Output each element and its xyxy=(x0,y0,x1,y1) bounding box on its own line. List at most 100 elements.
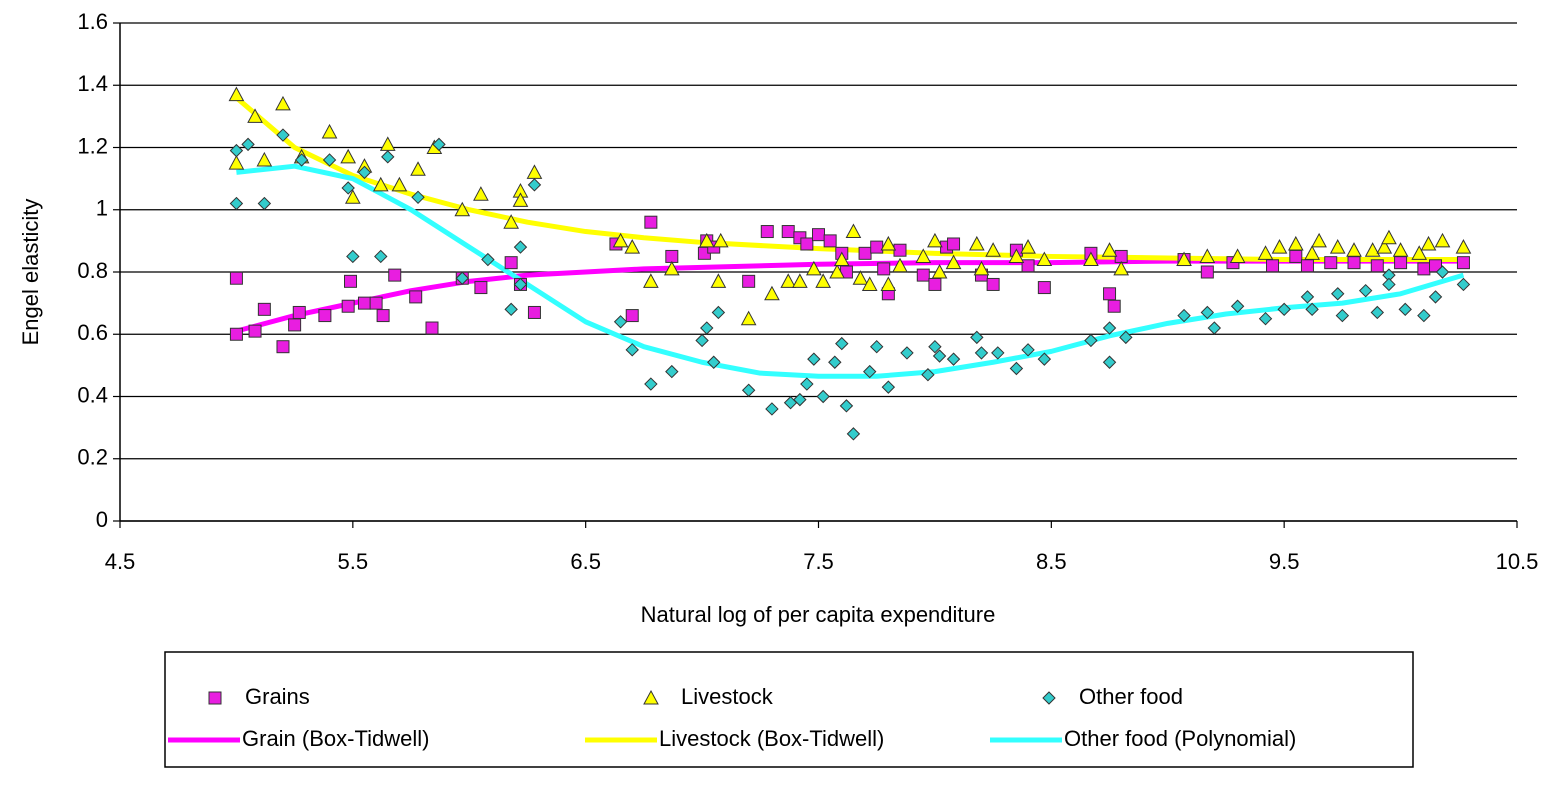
marker-triangle xyxy=(880,276,897,291)
marker-diamond xyxy=(1207,321,1222,335)
marker-square xyxy=(1429,259,1443,273)
marker-diamond xyxy=(1177,308,1191,323)
marker-diamond xyxy=(1331,287,1345,301)
marker-triangle xyxy=(275,95,291,111)
x-tick-label: 5.5 xyxy=(338,549,369,574)
marker-triangle xyxy=(880,235,897,251)
marker-diamond xyxy=(1398,302,1412,317)
marker-diamond xyxy=(644,377,658,391)
marker-triangle xyxy=(1287,235,1304,251)
x-tick-label: 4.5 xyxy=(105,549,136,574)
marker-diamond xyxy=(816,389,830,404)
marker-triangle xyxy=(806,260,822,276)
marker-triangle xyxy=(973,260,990,276)
marker-square xyxy=(292,305,306,319)
marker-square xyxy=(357,296,371,310)
marker-diamond xyxy=(1230,299,1245,313)
marker-diamond xyxy=(881,380,896,394)
marker-triangle xyxy=(1199,248,1216,263)
marker-diamond xyxy=(932,349,947,363)
marker-triangle xyxy=(1346,242,1362,257)
marker-square xyxy=(665,249,679,263)
y-tick-label: 0.4 xyxy=(77,382,108,407)
marker-diamond xyxy=(1300,290,1315,304)
marker-triangle xyxy=(780,273,797,288)
marker-diamond xyxy=(839,399,854,413)
marker-triangle xyxy=(861,276,878,291)
x-tick-label: 9.5 xyxy=(1269,549,1300,574)
marker-square xyxy=(1266,259,1280,273)
marker-triangle xyxy=(624,239,641,254)
marker-diamond xyxy=(974,346,989,360)
marker-square xyxy=(1324,256,1338,270)
y-tick-label: 1 xyxy=(96,196,108,221)
marker-triangle xyxy=(1257,245,1274,260)
marker-triangle xyxy=(1392,242,1409,257)
marker-triangle xyxy=(740,310,757,326)
marker-diamond xyxy=(1042,691,1056,705)
marker-diamond xyxy=(257,196,272,211)
marker-diamond xyxy=(1084,333,1098,348)
marker-square xyxy=(341,299,355,313)
x-tick-label: 8.5 xyxy=(1036,549,1067,574)
marker-triangle xyxy=(764,285,780,301)
marker-triangle xyxy=(643,273,659,288)
marker-diamond xyxy=(1200,305,1215,320)
legend-box xyxy=(164,651,1414,768)
marker-triangle xyxy=(228,86,245,102)
marker-diamond xyxy=(481,252,495,267)
marker-diamond xyxy=(695,333,709,348)
marker-diamond xyxy=(846,427,861,441)
y-tick-label: 1.4 xyxy=(77,71,108,96)
marker-diamond xyxy=(229,143,244,158)
marker-square xyxy=(1347,256,1361,270)
marker-triangle xyxy=(1434,232,1451,248)
marker-diamond xyxy=(665,364,679,379)
marker-square xyxy=(248,324,262,338)
marker-square xyxy=(504,256,518,270)
y-tick-label: 0.2 xyxy=(77,445,108,470)
marker-square xyxy=(928,277,942,291)
marker-diamond xyxy=(613,315,628,329)
marker-diamond xyxy=(527,178,542,192)
marker-square xyxy=(208,691,222,705)
marker-triangle xyxy=(1020,239,1036,254)
marker-diamond xyxy=(432,137,446,152)
marker-square xyxy=(947,237,961,251)
marker-square xyxy=(1021,259,1035,273)
marker-triangle xyxy=(503,214,519,229)
marker-triangle xyxy=(256,151,273,167)
marker-triangle xyxy=(1329,239,1346,254)
marker-diamond xyxy=(793,392,807,407)
marker-diamond xyxy=(341,181,355,195)
marker-triangle xyxy=(1420,235,1437,251)
marker-diamond xyxy=(1456,277,1471,292)
marker-square xyxy=(229,271,243,285)
marker-triangle xyxy=(1083,251,1099,267)
marker-square xyxy=(1200,265,1214,279)
marker-square xyxy=(425,321,439,335)
marker-diamond xyxy=(357,165,372,180)
marker-triangle xyxy=(1311,232,1327,248)
marker-diamond xyxy=(381,150,395,164)
marker-triangle xyxy=(372,176,389,192)
marker-triangle xyxy=(1229,248,1246,263)
y-axis-label: Engel elasticity xyxy=(18,199,43,346)
marker-square xyxy=(644,215,658,229)
marker-square xyxy=(318,309,332,323)
marker-square xyxy=(1107,299,1121,313)
marker-diamond xyxy=(946,352,961,366)
marker-diamond xyxy=(513,277,528,292)
marker-square xyxy=(1103,287,1117,301)
marker-triangle xyxy=(1455,239,1472,254)
marker-square xyxy=(812,228,825,242)
legend-label: Grains xyxy=(245,684,310,709)
marker-diamond xyxy=(991,346,1005,360)
marker-diamond xyxy=(1037,352,1052,366)
y-tick-label: 0.6 xyxy=(77,320,108,345)
marker-triangle xyxy=(1411,245,1428,260)
marker-triangle xyxy=(931,263,948,279)
marker-diamond xyxy=(294,153,309,167)
